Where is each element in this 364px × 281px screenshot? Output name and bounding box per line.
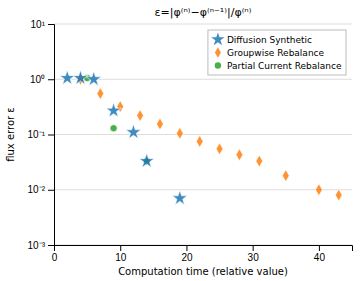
legend-box — [208, 30, 346, 75]
point — [282, 170, 289, 182]
y-tick-label: 10⁻¹ — [28, 129, 46, 140]
x-tick-mark — [253, 245, 254, 251]
y-tick-mark — [48, 245, 54, 246]
x-tick: 40 — [314, 245, 326, 263]
y-tick-mark — [48, 135, 54, 136]
chart: 0 10 20 30 40 10⁻³ 10⁻² 10⁻¹ 10⁰ 10¹ Computation t… — [0, 0, 364, 281]
x-tick-label: 0 — [52, 252, 58, 263]
legend-item: Diffusion Synthetic — [211, 33, 312, 46]
legend-label: Groupwise Rebalance — [227, 48, 325, 58]
legend-symbol — [215, 62, 221, 68]
x-tick-mark — [186, 245, 187, 251]
grid-line — [54, 189, 352, 190]
y-tick-label: 10⁻³ — [28, 240, 46, 251]
y-tick-mark — [48, 24, 54, 25]
x-tick-label: 10 — [115, 252, 127, 263]
y-tick: 10⁻¹ — [28, 129, 54, 140]
point — [126, 124, 141, 138]
y-tick-label: 10⁰ — [30, 74, 45, 85]
grid-line — [54, 24, 352, 25]
legend-label: Partial Current Rebalance — [227, 61, 342, 71]
point — [110, 125, 117, 132]
point — [73, 70, 88, 84]
series — [77, 73, 342, 201]
y-tick-mark — [48, 190, 54, 191]
plot-area: 0 10 20 30 40 10⁻³ 10⁻² 10⁻¹ 10⁰ 10¹ Computation t… — [5, 19, 353, 277]
legend-item: Groupwise Rebalance — [215, 47, 325, 58]
point — [157, 118, 164, 130]
y-tick-label: 10⁻² — [28, 184, 46, 195]
legend-item: Partial Current Rebalance — [215, 61, 342, 71]
point — [86, 71, 101, 85]
x-tick: 10 — [115, 245, 127, 263]
y-axis-title: flux error ε — [5, 107, 16, 162]
y-tick: 10⁻² — [28, 184, 54, 195]
point — [315, 184, 322, 196]
point — [256, 155, 263, 167]
x-axis-title: Computation time (relative value) — [118, 266, 288, 277]
series — [60, 70, 188, 205]
x-tick: 20 — [181, 245, 193, 263]
legend-symbol — [215, 47, 221, 58]
y-tick: 10⁻³ — [28, 240, 54, 251]
point — [216, 143, 223, 155]
point — [97, 88, 104, 100]
x-tick: 0 — [52, 245, 58, 263]
legend-label: Diffusion Synthetic — [227, 35, 312, 45]
point — [335, 189, 342, 201]
y-tick-mark — [48, 79, 54, 80]
point — [172, 190, 187, 204]
x-axis-line — [55, 246, 353, 252]
title: ε=|φ⁽ⁿ⁾−φ⁽ⁿ⁻¹⁾|/φ⁽ⁿ⁾ — [155, 6, 252, 19]
points — [60, 70, 342, 205]
x-tick-label: 30 — [248, 252, 260, 263]
legend-symbol — [211, 33, 224, 46]
point — [137, 110, 144, 122]
point — [139, 153, 154, 167]
point — [176, 127, 183, 139]
y-axis-line — [48, 25, 55, 246]
y-axis: 10⁻³ 10⁻² 10⁻¹ 10⁰ 10¹ — [28, 19, 55, 251]
x-tick-mark — [120, 245, 121, 251]
legend: Diffusion Synthetic Groupwise Rebalance Pa… — [208, 30, 346, 75]
grid — [54, 24, 352, 245]
y-tick-label: 10¹ — [31, 19, 46, 30]
x-axis: 0 10 20 30 40 — [52, 245, 353, 263]
x-tick-label: 40 — [314, 252, 326, 263]
y-tick: 10¹ — [31, 19, 54, 30]
x-tick: 30 — [248, 245, 260, 263]
grid-line — [54, 134, 352, 135]
point — [196, 136, 203, 148]
x-tick-mark — [319, 245, 320, 251]
point — [60, 70, 75, 84]
point — [106, 103, 121, 117]
series — [84, 75, 151, 165]
x-tick-label: 20 — [181, 252, 193, 263]
point — [236, 149, 243, 161]
y-tick: 10⁰ — [30, 74, 54, 85]
